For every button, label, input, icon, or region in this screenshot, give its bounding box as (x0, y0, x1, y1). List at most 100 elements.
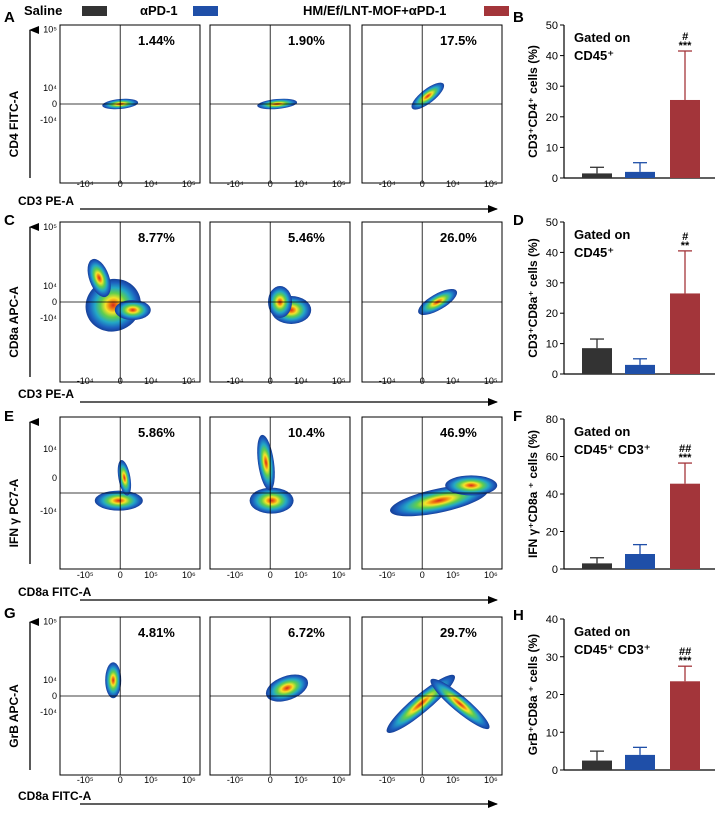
x-tick-label: 10⁶ (332, 775, 346, 785)
flow-plot-g-3: 29.7% -10⁵ 0 10⁵ 10⁶ (361, 616, 503, 785)
density-contour (445, 475, 498, 496)
significance-hash: # (682, 231, 689, 243)
bar-1 (582, 173, 612, 178)
quadrant-percentage: 8.77% (138, 230, 175, 245)
x-tick-label: 0 (420, 775, 425, 785)
flow-plot-c-2: 5.46% -10⁴ 0 10⁴ 10⁵ (209, 221, 351, 386)
flow-plot-e-2: 10.4% -10⁵ 0 10⁵ 10⁶ (209, 416, 351, 580)
quadrant-percentage: 4.81% (138, 625, 175, 640)
x-tick-label: 10⁵ (484, 376, 498, 386)
bar-3 (670, 99, 700, 178)
flow-plot-a-3: 17.5% -10⁴ 0 10⁴ 10⁵ (361, 24, 503, 189)
quadrant-percentage: 29.7% (440, 625, 477, 640)
panel-label-g: G (4, 605, 16, 622)
panel-label-a: A (4, 9, 15, 26)
bar-y-tick-label: 50 (546, 217, 558, 229)
bar-y-tick-label: 30 (546, 81, 558, 93)
x-axis-label: CD8a FITC-A (18, 585, 92, 599)
x-tick-label: 10⁶ (182, 775, 196, 785)
bar-1 (582, 563, 612, 569)
bar-y-tick-label: 0 (552, 369, 558, 381)
x-tick-label: 10⁵ (332, 179, 346, 189)
flow-plot-g-1: 4.81% -10⁵ 0 10⁵ 10⁶ (59, 616, 201, 785)
gating-annotation-line2: CD45⁺ (574, 48, 614, 63)
x-tick-label: 10⁶ (332, 570, 346, 580)
legend-swatch-mof-apd1 (484, 6, 509, 16)
flow-plot-e-1: 5.86% -10⁵ 0 10⁵ 10⁶ (59, 416, 201, 580)
x-tick-label: 10⁵ (182, 376, 196, 386)
quadrant-percentage: 6.72% (288, 625, 325, 640)
panel-label-c: C (4, 212, 15, 229)
gating-annotation-line2: CD45⁺ CD3⁺ (574, 642, 651, 657)
y-tick-label: -10⁴ (40, 506, 57, 516)
density-contour (87, 258, 111, 298)
significance-stars: *** (679, 655, 693, 667)
bar-chart-b: B CD3⁺CD4⁺ cells (%) 0 10 20 30 40 50 Gated on CD… (513, 9, 715, 185)
x-tick-label: 0 (268, 570, 273, 580)
x-tick-label: -10⁵ (227, 570, 244, 580)
y-tick-label: 10⁴ (43, 83, 57, 93)
bar-y-tick-label: 0 (552, 564, 558, 576)
gating-annotation-line1: Gated on (574, 227, 630, 242)
x-tick-label: 10⁵ (144, 570, 158, 580)
x-tick-label: -10⁴ (227, 376, 244, 386)
panel-label-e: E (4, 408, 14, 425)
bar-y-tick-label: 0 (552, 173, 558, 185)
y-tick-label: 10⁴ (43, 675, 57, 685)
bar-y-tick-label: 40 (546, 489, 558, 501)
panel-label-d: D (513, 212, 524, 229)
bar-y-tick-label: 30 (546, 652, 558, 664)
bar-chart-panels: B CD3⁺CD4⁺ cells (%) 0 10 20 30 40 50 Gated on CD… (513, 9, 715, 777)
x-tick-label: 0 (268, 179, 273, 189)
bar-y-tick-label: 40 (546, 614, 558, 626)
legend: Saline αPD-1 HM/Ef/LNT-MOF+αPD-1 (24, 3, 509, 18)
x-tick-label: 10⁴ (294, 179, 308, 189)
bar-y-tick-label: 10 (546, 339, 558, 351)
x-tick-label: 10⁵ (182, 179, 196, 189)
bar-2 (625, 554, 655, 569)
x-tick-label: 10⁴ (144, 179, 158, 189)
bar-y-tick-label: 40 (546, 247, 558, 259)
quadrant-percentage: 1.90% (288, 33, 325, 48)
flow-row-c: C CD8a APC-A CD3 PE-A 10⁵ 10⁴ 0 -10⁴ 8.77% -10⁴ 0… (4, 212, 503, 406)
bar-y-tick-label: 20 (546, 690, 558, 702)
quadrant-percentage: 5.46% (288, 230, 325, 245)
density-contour (249, 487, 294, 514)
x-axis-label: CD3 PE-A (18, 387, 74, 401)
legend-label-apd1: αPD-1 (140, 3, 178, 18)
x-tick-label: 0 (420, 570, 425, 580)
x-tick-label: -10⁴ (379, 376, 396, 386)
flow-plot-c-3: 26.0% -10⁴ 0 10⁴ 10⁵ (361, 221, 503, 386)
x-tick-label: 0 (268, 775, 273, 785)
x-tick-label: -10⁴ (379, 179, 396, 189)
x-axis-label: CD8a FITC-A (18, 789, 92, 803)
y-tick-label: 0 (52, 473, 57, 483)
flow-plot-a-2: 1.90% -10⁴ 0 10⁴ 10⁵ (209, 24, 351, 189)
legend-swatch-saline (82, 6, 107, 16)
bar-y-tick-label: 20 (546, 112, 558, 124)
quadrant-percentage: 5.86% (138, 425, 175, 440)
bar-3 (670, 293, 700, 374)
x-tick-label: -10⁴ (227, 179, 244, 189)
x-tick-label: -10⁴ (77, 376, 94, 386)
bar-y-tick-label: 10 (546, 142, 558, 154)
bar-3 (670, 681, 700, 770)
y-tick-label: 0 (52, 691, 57, 701)
flow-row-g: G GrB APC-A CD8a FITC-A 10⁵ 10⁴ 0 -10⁴ 4.81% -10… (4, 605, 503, 808)
bar-y-tick-label: 0 (552, 765, 558, 777)
y-tick-label: -10⁴ (40, 115, 57, 125)
bar-3 (670, 483, 700, 569)
x-tick-label: 0 (118, 775, 123, 785)
gating-annotation-line2: CD45⁺ CD3⁺ (574, 442, 651, 457)
flow-plot-a-1: 1.44% -10⁴ 0 10⁴ 10⁵ (59, 24, 201, 189)
quadrant-percentage: 17.5% (440, 33, 477, 48)
bar-1 (582, 348, 612, 374)
legend-label-mof-apd1: HM/Ef/LNT-MOF+αPD-1 (303, 3, 446, 18)
bar-y-tick-label: 60 (546, 452, 558, 464)
panel-label-h: H (513, 607, 524, 624)
significance-hash: # (682, 31, 689, 43)
gating-annotation-line1: Gated on (574, 424, 630, 439)
flow-row-e: E IFN γ PC7-A CD8a FITC-A 10⁴ 0 -10⁴ 5.86% -10⁵… (4, 408, 503, 604)
